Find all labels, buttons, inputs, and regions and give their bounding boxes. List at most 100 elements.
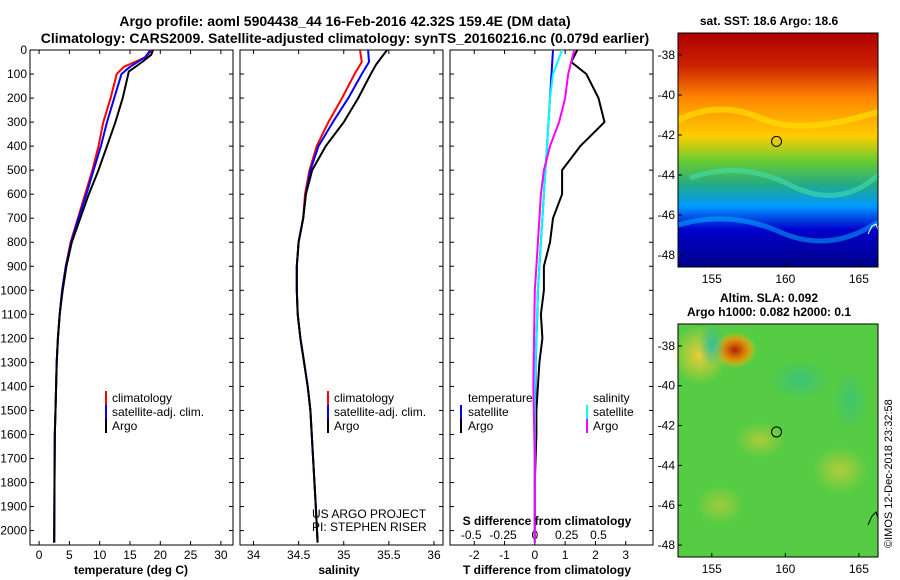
salinity-series-argo [295, 49, 388, 543]
salinity-x-ticks: 34 34.5 35 35.5 36 [240, 49, 443, 562]
legend-satellite-adj-2: satellite-adj. clim. [334, 405, 426, 419]
difference-x-tick-label: 2 [592, 548, 599, 562]
temperature-x-tick-label: 0 [36, 548, 43, 562]
sst-map-lon-tick-label: 155 [702, 272, 722, 286]
figure-title-line2: Climatology: CARS2009. Satellite-adjuste… [41, 30, 649, 46]
salinity-panel: 34 34.5 35 35.5 36 salinity climatology sate… [239, 49, 444, 577]
sla-map-lon-tick-label: 165 [849, 562, 869, 576]
sla-map-lat-tick-label: -38 [658, 339, 676, 353]
salinity-x-tick-label: 36 [427, 548, 441, 562]
depth-tick-1000: 1000 [0, 283, 27, 297]
sst-front-green [689, 168, 880, 198]
sla-anomaly-warm-east [812, 446, 868, 494]
sla-anomaly-warm-center [734, 422, 786, 458]
sst-map-title: sat. SST: 18.6 Argo: 18.6 [700, 14, 839, 28]
legend-argo: Argo [112, 419, 138, 433]
sla-anomaly-warm-south [696, 485, 744, 525]
coastline-sst [867, 223, 879, 235]
sst-front-yellow [676, 106, 879, 129]
sst-map-lat-tick-label: -48 [658, 248, 676, 262]
depth-tick-900: 900 [7, 259, 27, 273]
sst-map-lat-tick-label: -44 [658, 168, 676, 182]
coastline-sla [867, 511, 879, 526]
difference-series-temperature-argo [533, 49, 606, 543]
temperature-series-climatology [53, 49, 153, 543]
depth-tick-1300: 1300 [0, 355, 27, 369]
sst-map-x-ticks: 155 160 165 [702, 263, 869, 286]
argo-location-marker-sla [771, 426, 783, 438]
difference-x-tick-label: 1 [562, 548, 569, 562]
sla-map-x-ticks: 155 160 165 [702, 553, 869, 576]
sla-map-title-line2: Argo h1000: 0.082 h2000: 0.1 [687, 305, 851, 319]
difference-legend: temperature satellite Argo salinity sate… [460, 391, 634, 433]
legend-sal-argo: Argo [593, 419, 619, 433]
difference-x-tick-label: -2 [469, 548, 480, 562]
salinity-x-tick-label: 34 [247, 548, 261, 562]
depth-tick-500: 500 [7, 163, 27, 177]
difference-x-ticks: -2 -1 0 1 2 3 [450, 49, 653, 562]
sst-heatmap-field [678, 33, 878, 267]
sla-map-panel: Altim. SLA: 0.092 Argo h1000: 0.082 h200… [658, 291, 879, 576]
sla-anomaly-cool [698, 323, 726, 367]
difference-plot-frame [449, 49, 654, 546]
depth-tick-2000: 2000 [0, 524, 27, 538]
depth-axis: 0 100 200 300 400 500 600 700 800 900 1000 1100 1200… [0, 43, 27, 538]
sst-map-lat-tick-label: -42 [658, 128, 676, 142]
credit-pi: PI: STEPHEN RISER [312, 520, 427, 534]
depth-tick-1700: 1700 [0, 451, 27, 465]
legend-temperature-heading: temperature [468, 391, 533, 405]
temperature-x-tick-label: 25 [184, 548, 198, 562]
depth-tick-800: 800 [7, 235, 27, 249]
temperature-x-label: temperature (deg C) [74, 563, 188, 577]
salinity-series [295, 49, 388, 543]
sla-anomaly-cool-east [832, 370, 868, 430]
sst-front-blue [677, 216, 880, 244]
depth-tick-300: 300 [7, 115, 27, 129]
salinity-x-tick-label: 34.5 [287, 548, 311, 562]
figure-title-line1: Argo profile: aoml 5904438_44 16-Feb-201… [119, 13, 570, 29]
secondary-x-tick-label: -0.5 [461, 528, 482, 542]
difference-x-tick-label: 0 [531, 548, 538, 562]
depth-tick-1900: 1900 [0, 500, 27, 514]
sla-map-title-line1: Altim. SLA: 0.092 [720, 291, 818, 305]
sst-map-lat-tick-label: -40 [658, 88, 676, 102]
argo-location-marker-sst [771, 135, 783, 147]
temperature-legend: climatology satellite-adj. clim. Argo [105, 391, 204, 433]
secondary-x-ticks: -0.5 -0.25 0 0.25 0.5 [461, 528, 607, 542]
difference-x-tick-label: 3 [622, 548, 629, 562]
sst-map-panel: sat. SST: 18.6 Argo: 18.6 155 160 165 -38-… [658, 14, 880, 286]
sla-map-lat-tick-label: -48 [658, 538, 676, 552]
salinity-x-label: salinity [318, 563, 360, 577]
depth-tick-200: 200 [7, 91, 27, 105]
sst-map-lon-tick-label: 160 [775, 272, 795, 286]
temperature-x-tick-label: 5 [66, 548, 73, 562]
difference-x-tick-label: -1 [499, 548, 510, 562]
depth-tick-1400: 1400 [0, 379, 27, 393]
temperature-plot-frame [29, 49, 234, 546]
sla-map-lat-tick-label: -46 [658, 498, 676, 512]
difference-panel: -2 -1 0 1 2 3 -0.5 -0.25 0 0.25 0.5 S difference … [449, 49, 654, 577]
secondary-x-tick-label: 0.25 [555, 528, 579, 542]
temperature-x-ticks: 0 5 10 15 20 25 30 [30, 49, 233, 562]
legend-temp-argo: Argo [468, 419, 494, 433]
sla-map-lat-tick-label: -40 [658, 379, 676, 393]
sla-map-y-ticks: -38 -40 -42 -44 -46 -48 [658, 339, 682, 552]
sla-anomaly-cool-center [770, 360, 830, 400]
imos-stamp: ©IMOS 12-Dec-2018 23:32:58 [883, 399, 895, 548]
sla-map-lat-tick-label: -42 [658, 419, 676, 433]
depth-tick-1600: 1600 [0, 427, 27, 441]
temperature-x-tick-label: 15 [123, 548, 137, 562]
depth-tick-1200: 1200 [0, 331, 27, 345]
depth-tick-1500: 1500 [0, 403, 27, 417]
salinity-plot-frame [239, 49, 444, 546]
depth-tick-700: 700 [7, 211, 27, 225]
s-difference-label: S difference from climatology [463, 514, 632, 528]
legend-satellite-adj: satellite-adj. clim. [112, 405, 204, 419]
salinity-x-tick-label: 35 [337, 548, 351, 562]
temperature-panel: 0 5 10 15 20 25 30 temperature (deg C) climato… [29, 49, 234, 577]
salinity-series-climatology [295, 49, 363, 543]
difference-series [532, 49, 606, 543]
sla-map-lat-tick-label: -44 [658, 458, 676, 472]
legend-climatology: climatology [112, 391, 172, 405]
